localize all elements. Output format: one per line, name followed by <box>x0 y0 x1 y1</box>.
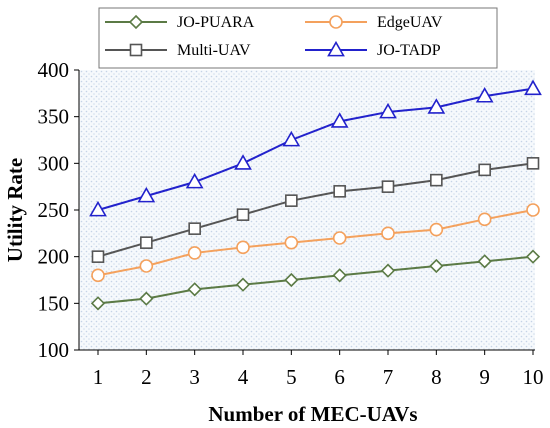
data-point-jo-puara <box>477 254 492 269</box>
data-point-multi-uav <box>430 173 443 187</box>
legend-label-jo-tadp: JO-TADP <box>377 42 441 59</box>
data-point-multi-uav <box>140 236 153 249</box>
x-tick-label: 8 <box>431 365 442 389</box>
data-point-multi-uav <box>478 163 491 177</box>
y-tick-label: 400 <box>38 58 70 82</box>
series-edgeuav <box>91 203 540 283</box>
data-point-jo-tadp <box>427 98 446 114</box>
legend-label-edgeuav: EdgeUAV <box>377 14 443 31</box>
series-line-jo-tadp <box>97 87 534 211</box>
data-point-multi-uav <box>285 194 298 207</box>
data-point-edgeuav <box>477 212 492 227</box>
data-point-jo-tadp <box>89 200 107 217</box>
data-point-multi-uav <box>91 250 105 263</box>
x-tick-label: 5 <box>286 365 297 389</box>
data-point-edgeuav <box>91 268 105 283</box>
data-point-jo-tadp <box>330 112 349 128</box>
legend-marker-multi-uav <box>129 43 143 57</box>
data-point-multi-uav <box>188 222 201 235</box>
data-point-edgeuav <box>526 203 540 217</box>
legend-box <box>98 7 498 69</box>
data-point-jo-puara <box>429 258 444 274</box>
legend-marker-jo-puara <box>128 14 144 30</box>
data-point-jo-puara <box>332 268 347 283</box>
data-point-jo-tadp <box>524 79 542 96</box>
data-point-multi-uav <box>526 157 540 170</box>
x-tick-label: 7 <box>383 365 394 389</box>
data-point-jo-puara <box>380 263 396 278</box>
legend-marker-jo-tadp <box>327 40 345 57</box>
data-point-edgeuav <box>139 259 154 273</box>
data-point-edgeuav <box>332 231 347 245</box>
x-tick-label: 10 <box>523 365 544 389</box>
y-tick-label: 300 <box>38 151 70 175</box>
data-point-edgeuav <box>284 235 299 250</box>
plot-area <box>79 70 535 350</box>
series-jo-tadp <box>89 79 542 217</box>
x-tick-label: 4 <box>238 365 249 389</box>
series-line-edgeuav <box>97 209 534 277</box>
data-point-jo-tadp <box>185 172 204 189</box>
x-tick-label: 1 <box>93 365 104 389</box>
ticks-layer: 100 150 200 250 300 350 400 1 2 3 4 5 6 7 8 9 10 <box>38 58 544 389</box>
data-point-multi-uav <box>381 180 395 193</box>
x-tick-label: 3 <box>189 365 200 389</box>
y-axis-title: Utility Rate <box>3 158 27 262</box>
series-layer <box>89 79 542 311</box>
legend-label-multi-uav: Multi-UAV <box>177 42 251 59</box>
x-tick-label: 2 <box>141 365 152 389</box>
data-point-jo-puara <box>187 282 202 297</box>
data-point-edgeuav <box>429 222 444 237</box>
data-point-jo-tadp <box>234 154 252 170</box>
data-point-edgeuav <box>236 240 250 255</box>
data-point-jo-puara <box>90 296 106 311</box>
data-point-edgeuav <box>187 246 202 260</box>
data-point-jo-puara <box>525 249 541 264</box>
data-point-multi-uav <box>236 208 250 221</box>
series-jo-puara <box>90 249 541 311</box>
y-tick-label: 200 <box>38 245 70 269</box>
legend: JO-PUARA EdgeUAV Multi-UAV JO-TADP <box>98 7 498 69</box>
x-tick-label: 6 <box>334 365 345 389</box>
y-tick-label: 100 <box>38 338 70 362</box>
legend-label-jo-puara: JO-PUARA <box>177 14 255 31</box>
series-line-multi-uav <box>97 162 534 258</box>
y-tick-label: 150 <box>38 291 70 315</box>
data-point-jo-puara <box>235 277 251 292</box>
series-line-jo-puara <box>97 255 534 305</box>
x-axis-title: Number of MEC-UAVs <box>208 402 417 426</box>
series-multi-uav <box>91 157 540 263</box>
legend-marker-edgeuav <box>329 15 343 29</box>
data-point-jo-puara <box>139 291 154 306</box>
data-point-edgeuav <box>381 226 395 241</box>
x-tick-label: 9 <box>479 365 490 389</box>
data-point-jo-tadp <box>475 87 494 103</box>
data-point-jo-tadp <box>282 130 301 147</box>
y-tick-label: 350 <box>38 105 70 129</box>
data-point-jo-tadp <box>137 186 156 203</box>
data-point-multi-uav <box>333 185 346 198</box>
y-tick-label: 250 <box>38 198 70 222</box>
data-point-jo-puara <box>284 272 299 288</box>
data-point-jo-tadp <box>379 102 397 119</box>
